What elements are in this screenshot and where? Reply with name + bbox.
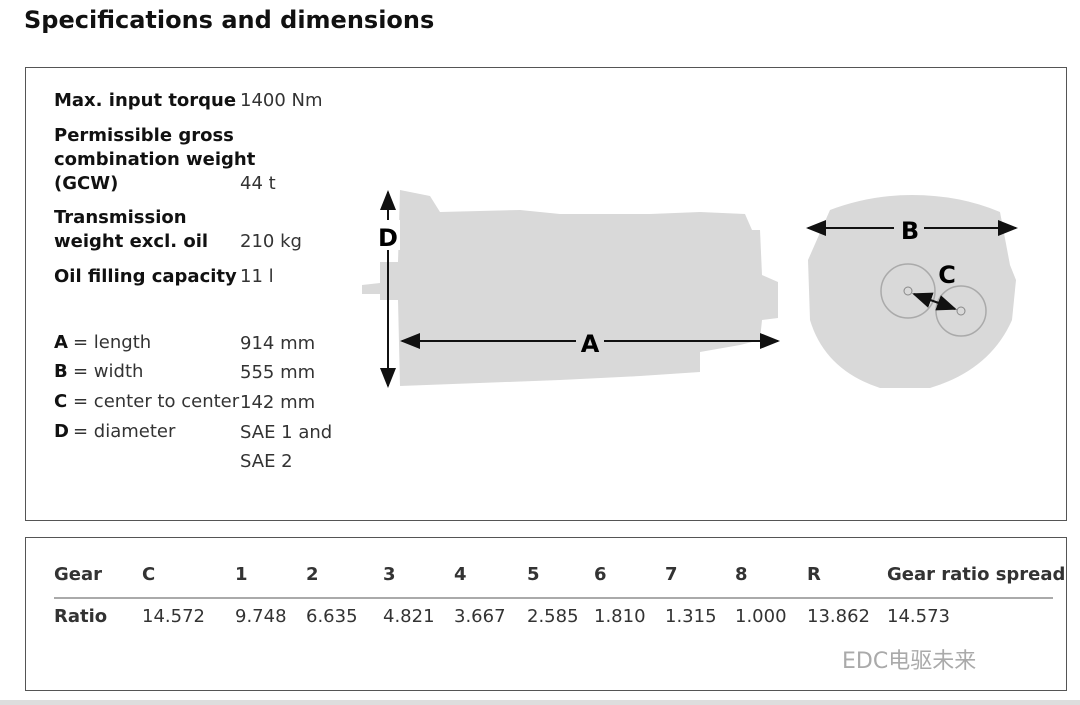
dim-description: = length [73, 332, 152, 353]
table-cell: 3.667 [454, 606, 506, 627]
transmission-side [362, 190, 778, 386]
watermark: EDC电驱未来 [842, 649, 977, 674]
table-cell: 1.810 [594, 606, 646, 627]
shaft-circle [880, 263, 936, 319]
spec-box [25, 67, 1067, 521]
shaft-center [903, 286, 913, 296]
label-bg [894, 213, 924, 243]
table-header: Gear ratio spread [887, 564, 1066, 585]
dim-value: 142 mm [240, 392, 316, 413]
label-bg [376, 220, 400, 250]
dim-label: A [581, 330, 600, 358]
spec-label: Transmission weight excl. oil [54, 207, 209, 252]
table-cell: 13.862 [807, 606, 870, 627]
dim-letter: C [54, 391, 68, 412]
spec-label: Max. input torque [54, 90, 237, 111]
spec-label: Oil filling capacity [54, 266, 237, 287]
table-cell: 1.000 [735, 606, 787, 627]
dim-letter: D [54, 421, 69, 442]
dim-description: = diameter [73, 421, 176, 442]
table-header: 3 [383, 564, 396, 585]
spec-value: 44 t [240, 173, 276, 194]
table-header: 4 [454, 564, 467, 585]
table-header: 8 [735, 564, 748, 585]
table-cell: Ratio [54, 606, 108, 627]
arrow-c [912, 292, 957, 311]
table-header: 5 [527, 564, 540, 585]
spec-label: Permissible gross combination weight (GC… [54, 125, 256, 194]
table-header: Gear [54, 564, 103, 585]
dim-value: 555 mm [240, 362, 316, 383]
table-cell: 14.573 [887, 606, 950, 627]
dim-label: B [901, 217, 919, 245]
table-cell: 2.585 [527, 606, 579, 627]
dim-label: D [378, 224, 398, 252]
dim-letter: B [54, 361, 68, 382]
shaft-circle [935, 285, 987, 337]
table-cell: 14.572 [142, 606, 205, 627]
bottom-bar [0, 700, 1080, 705]
table-header: C [142, 564, 156, 585]
table-header: 1 [235, 564, 248, 585]
table-cell: 4.821 [383, 606, 435, 627]
dim-description: = center to center [73, 391, 240, 412]
table-cell: 1.315 [665, 606, 717, 627]
dim-value: SAE 1 and SAE 2 [240, 422, 333, 472]
spec-value: 210 kg [240, 231, 302, 252]
dim-description: = width [73, 361, 144, 382]
ratio-box [25, 537, 1067, 691]
page-title: Specifications and dimensions [24, 6, 435, 34]
table-cell: 6.635 [306, 606, 358, 627]
shaft-center [956, 306, 966, 316]
table-header: 7 [665, 564, 678, 585]
table-cell: 9.748 [235, 606, 287, 627]
table-header: R [807, 564, 821, 585]
dim-letter: A [54, 332, 68, 353]
label-bg [576, 326, 604, 356]
spec-value: 11 l [240, 266, 274, 287]
table-header: 6 [594, 564, 607, 585]
dim-value: 914 mm [240, 333, 316, 354]
table-header: 2 [306, 564, 319, 585]
dim-label: C [938, 261, 956, 289]
spec-value: 1400 Nm [240, 90, 323, 111]
